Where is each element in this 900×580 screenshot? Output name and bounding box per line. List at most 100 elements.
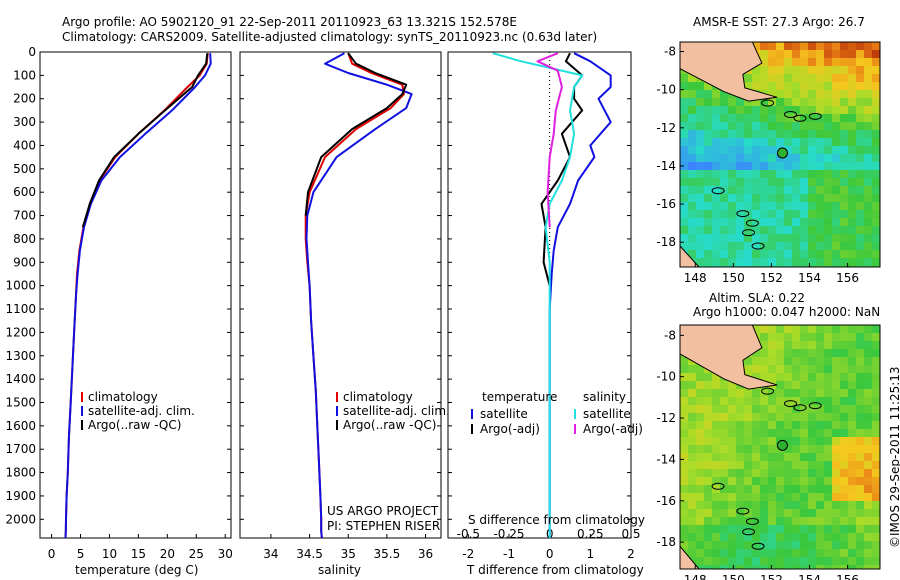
map-cell bbox=[712, 437, 720, 445]
map-cell bbox=[872, 106, 880, 114]
map-cell bbox=[848, 154, 856, 162]
map-cell bbox=[848, 42, 856, 50]
map-cell bbox=[720, 154, 728, 162]
reef-outline bbox=[808, 112, 822, 120]
s-tick-label: 0.5 bbox=[621, 527, 640, 541]
map-cell bbox=[744, 485, 752, 493]
map-cell bbox=[864, 130, 872, 138]
map-cell bbox=[832, 250, 840, 258]
map-cell bbox=[704, 533, 712, 541]
map-cell bbox=[832, 461, 840, 469]
map-cell bbox=[768, 114, 776, 122]
x-tick-label: 5 bbox=[77, 547, 85, 561]
map-cell bbox=[704, 162, 712, 170]
lat-tick-label: -16 bbox=[656, 494, 676, 508]
map-cell bbox=[864, 421, 872, 429]
map-cell bbox=[776, 210, 784, 218]
map-cell bbox=[848, 258, 856, 266]
map-cell bbox=[856, 258, 864, 266]
map-cell bbox=[856, 461, 864, 469]
map-cell bbox=[856, 349, 864, 357]
map-cell bbox=[848, 437, 856, 445]
map-cell bbox=[848, 333, 856, 341]
x-tick-label: 35.5 bbox=[374, 547, 401, 561]
map-cell bbox=[848, 493, 856, 501]
map-cell bbox=[728, 413, 736, 421]
map-cell bbox=[864, 541, 872, 549]
map-cell bbox=[768, 106, 776, 114]
map-cell bbox=[848, 114, 856, 122]
map-cell bbox=[736, 218, 744, 226]
map-cell bbox=[768, 413, 776, 421]
imos-timestamp: ©IMOS 29-Sep-2011 11:25:13 bbox=[888, 366, 900, 548]
map-cell bbox=[800, 501, 808, 509]
map-cell bbox=[768, 421, 776, 429]
map-cell bbox=[704, 250, 712, 258]
map-cell bbox=[808, 333, 816, 341]
map-cell bbox=[768, 50, 776, 58]
map-cell bbox=[792, 405, 800, 413]
map-cell bbox=[696, 413, 704, 421]
map-cell bbox=[688, 250, 696, 258]
map-cell bbox=[760, 202, 768, 210]
map-cell bbox=[760, 333, 768, 341]
map-cell bbox=[720, 130, 728, 138]
map-cell bbox=[848, 186, 856, 194]
map-cell bbox=[832, 373, 840, 381]
depth-tick-label: 900 bbox=[13, 255, 36, 269]
map-cell bbox=[712, 210, 720, 218]
map-cell bbox=[840, 186, 848, 194]
map-cell bbox=[728, 469, 736, 477]
map-cell bbox=[864, 226, 872, 234]
map-cell bbox=[864, 517, 872, 525]
map-cell bbox=[832, 533, 840, 541]
map-cell bbox=[760, 130, 768, 138]
map-cell bbox=[808, 525, 816, 533]
depth-tick-label: 1100 bbox=[5, 302, 36, 316]
map-cell bbox=[696, 242, 704, 250]
map-cell bbox=[744, 429, 752, 437]
map-cell bbox=[856, 42, 864, 50]
map-cell bbox=[696, 250, 704, 258]
map-cell bbox=[784, 405, 792, 413]
map-cell bbox=[784, 549, 792, 557]
map-cell bbox=[776, 74, 784, 82]
map-cell bbox=[760, 405, 768, 413]
map-cell bbox=[696, 202, 704, 210]
map-cell bbox=[856, 453, 864, 461]
map-cell bbox=[680, 381, 688, 389]
map-cell bbox=[776, 421, 784, 429]
map-cell bbox=[704, 541, 712, 549]
map-cell bbox=[760, 469, 768, 477]
map-cell bbox=[744, 130, 752, 138]
map-cell bbox=[800, 170, 808, 178]
map-cell bbox=[768, 333, 776, 341]
map-cell bbox=[800, 138, 808, 146]
map-cell bbox=[808, 106, 816, 114]
reef-outline bbox=[745, 219, 759, 227]
map-cell bbox=[808, 405, 816, 413]
map-cell bbox=[848, 517, 856, 525]
map-frame bbox=[679, 41, 881, 268]
map-cell bbox=[872, 469, 880, 477]
map-cell bbox=[720, 469, 728, 477]
map-cell bbox=[856, 202, 864, 210]
depth-tick-label: 2000 bbox=[5, 512, 36, 526]
map-cell bbox=[752, 373, 760, 381]
map-cell bbox=[768, 437, 776, 445]
map-cell bbox=[824, 405, 832, 413]
map-cell bbox=[800, 178, 808, 186]
map-cell bbox=[696, 162, 704, 170]
map-cell bbox=[680, 218, 688, 226]
map-cell bbox=[680, 517, 688, 525]
map-cell bbox=[784, 365, 792, 373]
map-cell bbox=[840, 98, 848, 106]
map-cell bbox=[728, 242, 736, 250]
map-cell bbox=[720, 98, 728, 106]
map-cell bbox=[800, 146, 808, 154]
map-cell bbox=[816, 365, 824, 373]
map-cell bbox=[840, 146, 848, 154]
map-cell bbox=[744, 533, 752, 541]
map-cell bbox=[800, 130, 808, 138]
map-cell bbox=[784, 437, 792, 445]
